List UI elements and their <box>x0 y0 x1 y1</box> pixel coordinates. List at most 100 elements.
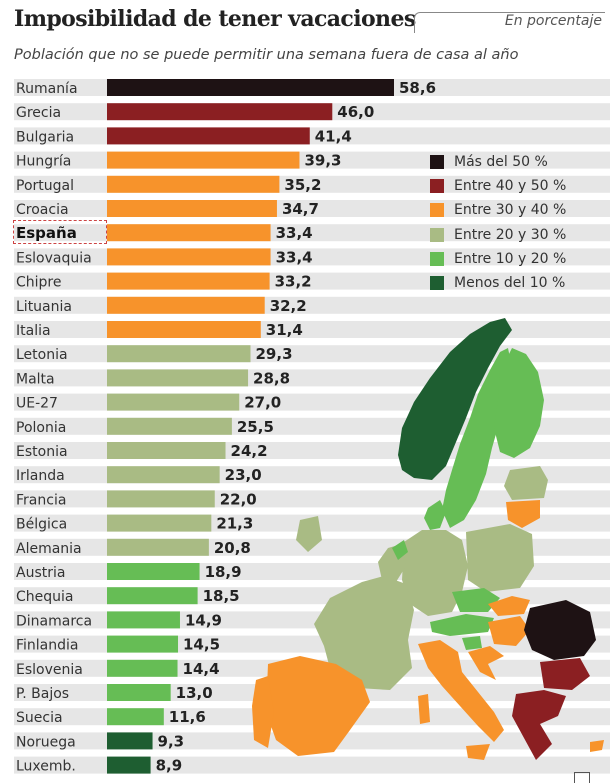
bar <box>107 635 179 653</box>
category-label: Croacia <box>16 202 69 218</box>
category-label: Bulgaria <box>16 129 74 145</box>
value-label: 23,0 <box>225 466 262 484</box>
value-label: 8,9 <box>156 757 183 775</box>
bar <box>107 151 300 169</box>
category-label: Italia <box>16 323 51 339</box>
bar <box>107 538 209 556</box>
value-label: 9,3 <box>158 732 185 750</box>
bar <box>107 224 271 242</box>
bar <box>107 272 270 290</box>
unit-label: En porcentaje <box>504 13 602 29</box>
category-label: Francia <box>16 492 66 508</box>
legend: Más del 50 % Entre 40 y 50 % Entre 30 y 40… <box>430 150 566 295</box>
value-label: 14,4 <box>183 660 220 678</box>
category-label: Eslovenia <box>16 662 83 678</box>
value-label: 35,2 <box>284 176 321 194</box>
category-label: UE-27 <box>16 396 58 412</box>
category-label: Noruega <box>16 734 76 750</box>
value-label: 58,6 <box>399 79 436 97</box>
category-label: Rumanía <box>16 81 78 97</box>
legend-swatch <box>430 251 444 266</box>
legend-swatch <box>430 203 444 218</box>
map-sardinia <box>418 694 430 724</box>
value-label: 24,2 <box>231 442 268 460</box>
chart-subtitle: Población que no se puede permitir una s… <box>14 47 519 63</box>
value-label: 46,0 <box>337 103 374 121</box>
bar <box>107 587 198 605</box>
bar <box>107 684 171 701</box>
category-label: Luxemb. <box>16 759 76 775</box>
bar <box>107 756 151 774</box>
legend-swatch <box>430 179 444 194</box>
bar <box>107 79 394 96</box>
bar <box>107 369 249 387</box>
category-label: Suecia <box>16 710 63 726</box>
legend-label: Entre 40 y 50 % <box>454 178 567 195</box>
category-label: Polonia <box>16 420 66 436</box>
value-label: 39,3 <box>304 152 341 170</box>
category-labels: Rumanía Grecia Bulgaria Hungría Portugal Croa… <box>16 81 92 775</box>
bar-track <box>14 756 610 774</box>
bar <box>107 127 310 145</box>
value-label: 18,9 <box>205 563 242 581</box>
value-labels: 58,6 46,0 41,4 39,3 35,2 34,7 33,4 33,4 33,2 32,2… <box>156 79 436 775</box>
bar <box>107 659 178 677</box>
category-label: P. Bajos <box>16 686 69 702</box>
bar <box>107 103 333 121</box>
value-label: 33,2 <box>275 273 312 291</box>
bar-track <box>14 127 610 145</box>
legend-label: Entre 10 y 20 % <box>454 250 567 267</box>
map-romania <box>524 600 596 660</box>
map-netherlands <box>392 540 408 560</box>
map-norway <box>398 318 512 480</box>
category-label: Dinamarca <box>16 613 92 629</box>
map-portugal <box>252 676 274 748</box>
value-label: 34,7 <box>282 200 319 218</box>
map-sicily <box>466 744 490 760</box>
bar <box>107 345 251 363</box>
category-label: Lituania <box>16 299 72 315</box>
map-sweden <box>442 348 512 528</box>
value-label: 11,6 <box>169 708 206 726</box>
bar <box>107 175 280 193</box>
map-hungary <box>488 616 530 646</box>
value-label: 32,2 <box>270 297 307 315</box>
bar-track <box>14 296 610 314</box>
value-label: 14,9 <box>185 611 222 629</box>
category-label: Chipre <box>16 275 62 291</box>
value-label: 14,5 <box>183 636 220 654</box>
corner-mark-icon <box>574 772 590 783</box>
legend-swatch <box>430 227 444 242</box>
legend-swatch <box>430 155 444 170</box>
map-france <box>314 576 414 690</box>
bar <box>107 417 232 435</box>
bar <box>107 490 215 508</box>
bar <box>107 393 240 411</box>
bar-track <box>14 321 610 338</box>
category-label: Estonia <box>16 444 68 460</box>
bar <box>107 321 261 338</box>
value-label: 28,8 <box>253 369 290 387</box>
value-label: 33,4 <box>276 248 313 266</box>
legend-item: Menos del 10 % <box>430 271 566 295</box>
map-austria <box>430 614 494 636</box>
category-label: Finlandia <box>16 638 79 654</box>
bar <box>107 296 265 314</box>
value-label: 20,8 <box>214 539 251 557</box>
legend-item: Más del 50 % <box>430 150 566 174</box>
category-label: Alemania <box>16 541 82 557</box>
legend-item: Entre 20 y 30 % <box>430 223 566 247</box>
bar <box>107 442 226 459</box>
map-italy <box>418 640 504 742</box>
title-bracket <box>414 12 605 33</box>
map-spain <box>266 656 370 756</box>
legend-item: Entre 40 y 50 % <box>430 174 566 198</box>
map-czech <box>452 588 500 612</box>
map-denmark <box>424 500 446 530</box>
bars <box>107 79 394 774</box>
value-label: 33,4 <box>276 224 313 242</box>
category-label: Irlanda <box>16 468 65 484</box>
map-greece <box>512 690 566 760</box>
value-label: 31,4 <box>266 321 303 339</box>
